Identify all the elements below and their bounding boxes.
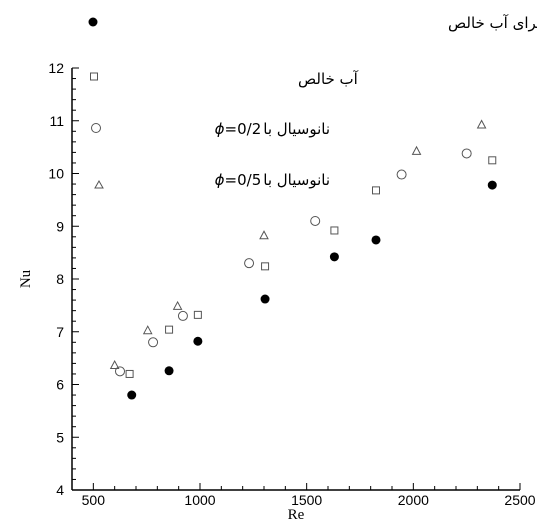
point-filled-circle: [193, 336, 203, 346]
x-tick-label: 1500: [291, 492, 322, 508]
point-open-triangle: [476, 119, 487, 129]
point-open-circle: [244, 258, 255, 269]
legend-top: رابطه سیدرتیت [13] برای آب خالص: [88, 14, 537, 32]
point-open-circle: [177, 310, 188, 321]
legend-label-filled-circle: رابطه سیدرتیت [13] برای آب خالص: [448, 14, 537, 32]
point-open-circle: [310, 215, 321, 226]
point-open-square: [165, 325, 174, 334]
point-open-triangle: [109, 359, 120, 370]
x-ticks: 500 1000 1500 2000 2500: [82, 483, 536, 508]
point-open-square: [193, 310, 202, 319]
legend-triangle-value: =0/5: [225, 171, 262, 189]
y-tick-label: 10: [48, 166, 64, 182]
legend-marker-open-circle: [91, 123, 101, 133]
legend-circle-value: =0/2: [225, 120, 262, 138]
point-open-circle: [148, 337, 159, 348]
y-tick-label: 12: [48, 60, 64, 76]
y-tick-label: 11: [49, 113, 64, 129]
point-filled-circle: [127, 390, 137, 400]
point-open-square: [330, 226, 339, 235]
point-filled-circle: [164, 366, 174, 376]
y-tick-label: 4: [56, 482, 64, 498]
y-tick-label: 6: [56, 377, 64, 393]
point-filled-circle: [329, 252, 339, 262]
y-ticks: 4 5 6 7 8 9 10 11 12: [48, 60, 79, 498]
legend-label-open-triangle: ϕ=0/5 نانوسیال با: [215, 171, 330, 189]
legend-marker-open-triangle: [94, 179, 104, 189]
point-open-circle: [115, 366, 125, 377]
y-tick-label: 9: [56, 218, 64, 234]
x-tick-label: 1000: [184, 492, 215, 508]
legend-circle-prefix: نانوسیال با: [263, 120, 330, 138]
legend-triangle-prefix: نانوسیال با: [263, 171, 330, 189]
legend-triangle-phi: ϕ: [215, 171, 225, 189]
data-points: [109, 119, 497, 400]
point-open-square: [488, 156, 497, 165]
point-open-square: [372, 186, 380, 195]
legend-marker-filled-circle: [88, 17, 98, 27]
x-tick-label: 2500: [504, 492, 535, 508]
point-open-triangle: [172, 300, 183, 310]
point-filled-circle: [487, 180, 497, 190]
point-open-triangle: [411, 145, 422, 155]
point-open-circle: [461, 148, 472, 159]
y-axis-label: Nu: [18, 269, 34, 288]
point-filled-circle: [371, 235, 381, 245]
legend-inner: آب خالص ϕ=0/2 نانوسیال با ϕ=0/5 نانوسیال ب…: [90, 70, 359, 189]
point-open-triangle: [142, 325, 153, 335]
point-open-triangle: [259, 230, 269, 240]
legend-label-open-circle: ϕ=0/2 نانوسیال با: [215, 120, 330, 138]
point-open-circle: [396, 169, 407, 180]
legend-circle-phi: ϕ: [215, 120, 225, 138]
point-open-square: [125, 369, 134, 378]
y-tick-label: 5: [56, 429, 64, 445]
x-axis-label: Re: [288, 507, 305, 523]
x-tick-label: 500: [82, 492, 106, 508]
y-tick-label: 8: [56, 271, 64, 287]
legend-marker-square: [90, 72, 98, 81]
y-tick-label: 7: [56, 324, 64, 340]
x-tick-label: 2000: [398, 492, 429, 508]
point-open-square: [261, 262, 270, 271]
legend-label-square: آب خالص: [298, 70, 359, 88]
point-filled-circle: [260, 294, 270, 304]
